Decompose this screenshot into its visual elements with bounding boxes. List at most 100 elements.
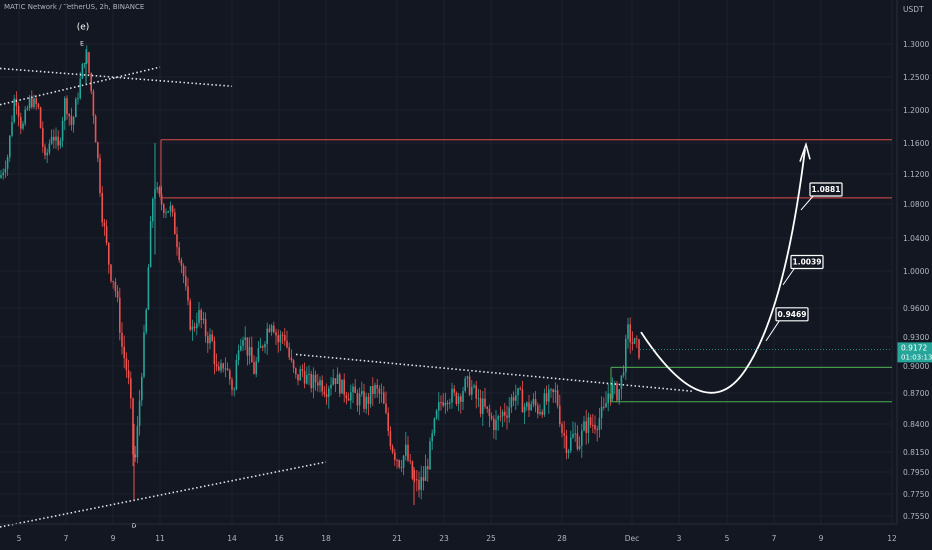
candle-body (627, 324, 629, 339)
candle-body (427, 466, 429, 470)
y-tick-label: 0.7950 (903, 468, 929, 477)
candle-body (213, 340, 216, 365)
candle-body (460, 396, 462, 402)
candle-body (358, 393, 361, 406)
candle-body (413, 478, 416, 480)
candle-body (407, 444, 409, 461)
candle-body (339, 374, 341, 394)
candle-body (477, 398, 480, 400)
candle-body (526, 402, 528, 407)
candle-body (4, 168, 7, 173)
candle-body (391, 446, 394, 453)
candle-body (64, 98, 66, 121)
candle-body (596, 429, 598, 431)
candle-body (416, 479, 418, 481)
candle-body (136, 425, 139, 458)
candle-body (176, 234, 178, 248)
candle-body (215, 364, 218, 367)
candle-body (198, 309, 200, 324)
candle-body (9, 135, 11, 158)
candle-body (488, 408, 491, 417)
candle-body (605, 403, 607, 408)
candle-body (149, 221, 152, 268)
candle-body (244, 337, 246, 341)
candle-body (127, 370, 130, 379)
candle-body (453, 388, 455, 393)
candle-body (202, 318, 205, 321)
candle-body (350, 392, 352, 401)
candle-body (633, 338, 636, 344)
candle-body (592, 424, 594, 426)
y-tick-label: 1.2500 (903, 73, 929, 82)
candle-body (374, 384, 376, 394)
candle-body (46, 152, 48, 156)
candle-body (561, 424, 563, 433)
x-tick-label: 16 (274, 534, 284, 543)
candle-body (433, 418, 436, 434)
candle-body (110, 264, 112, 282)
candle-body (308, 373, 310, 375)
candle-body (451, 388, 453, 403)
candle-body (191, 326, 194, 330)
y-tick-label: 1.0800 (903, 200, 929, 209)
candle-body (39, 107, 42, 129)
candle-body (88, 52, 90, 73)
candle-body (31, 97, 33, 108)
candle-body (268, 328, 271, 332)
candle-body (528, 402, 530, 411)
candle-body (83, 63, 86, 65)
x-tick-label: 9 (111, 534, 116, 543)
candle-body (299, 369, 301, 381)
y-tick-label: 0.9600 (903, 304, 929, 313)
candle-body (297, 374, 299, 381)
candle-body (314, 374, 317, 383)
candle-body (345, 394, 348, 399)
projection-arrow-head (799, 141, 811, 162)
candle-body (277, 335, 279, 343)
candle-body (380, 392, 383, 394)
candle-body (81, 64, 84, 79)
candle-body (134, 454, 136, 458)
candle-body (92, 91, 95, 116)
candle-body (264, 343, 266, 348)
candle-body (266, 328, 268, 344)
candle-body (589, 417, 592, 425)
y-tick-label: 0.7550 (903, 512, 929, 521)
candle-body (550, 389, 552, 391)
candle-body (376, 384, 378, 389)
candle-body (424, 466, 427, 481)
candle-body (515, 395, 517, 401)
candle-body (226, 368, 229, 371)
candle-body (237, 350, 240, 360)
candle-body (594, 424, 596, 430)
candle-body (435, 410, 438, 419)
target-callout-1: 0.9469 (765, 307, 809, 342)
candle-body (600, 406, 603, 419)
candle-body (178, 247, 180, 260)
candle-body (44, 146, 46, 156)
candle-body (532, 399, 535, 405)
projection-curve (640, 149, 806, 394)
candle-body (218, 366, 220, 371)
grid-lines (0, 0, 893, 524)
candle-body (464, 378, 466, 392)
candle-body (182, 265, 185, 277)
candle-body (486, 406, 488, 409)
candle-body (581, 430, 583, 446)
candle-body (501, 411, 504, 417)
candle-body (449, 402, 451, 404)
candle-body (112, 281, 114, 283)
candle-body (141, 376, 143, 401)
candle-body (279, 334, 282, 343)
candle-body (0, 175, 2, 178)
candle-body (94, 115, 97, 143)
candle-body (442, 402, 444, 406)
candle-body (572, 433, 574, 438)
candle-body (341, 379, 343, 394)
candle-body (101, 192, 103, 223)
candle-body (537, 405, 539, 414)
x-tick-label: 18 (321, 534, 331, 543)
y-tick-label: 0.8150 (903, 448, 929, 457)
candle-body (389, 431, 392, 447)
